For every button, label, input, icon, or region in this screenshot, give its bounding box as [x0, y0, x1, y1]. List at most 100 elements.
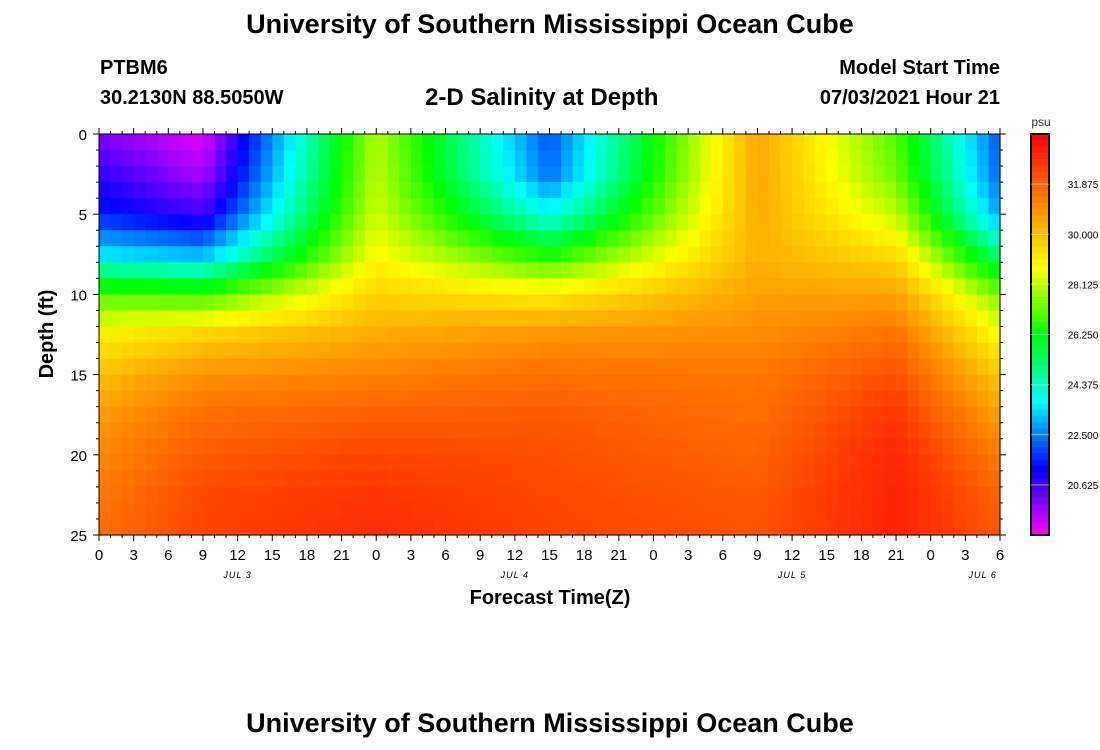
heatmap-cell	[780, 182, 793, 199]
heatmap-cell	[145, 438, 158, 456]
heatmap-cell	[665, 278, 678, 295]
heatmap-cell	[768, 230, 782, 247]
heatmap-cell	[988, 486, 1001, 504]
heatmap-cell	[226, 230, 239, 247]
heatmap-cell	[122, 358, 135, 376]
heatmap-cell	[526, 214, 539, 231]
colorbar-band	[1031, 253, 1049, 260]
heatmap-cell	[364, 134, 377, 151]
heatmap-cell	[191, 262, 204, 279]
heatmap-cell	[872, 134, 886, 151]
heatmap-cell	[942, 150, 955, 167]
heatmap-cell	[734, 198, 747, 215]
heatmap-cell	[965, 214, 978, 231]
heatmap-cell	[607, 358, 620, 376]
heatmap-cell	[283, 166, 296, 183]
heatmap-cell	[815, 326, 828, 344]
heatmap-cell	[445, 246, 458, 263]
heatmap-cell	[607, 374, 620, 392]
heatmap-cell	[237, 518, 250, 536]
heatmap-cell	[641, 486, 655, 504]
heatmap-cell	[387, 310, 400, 328]
heatmap-cell	[110, 390, 123, 408]
heatmap-cell	[133, 438, 146, 456]
heatmap-cell	[861, 294, 874, 312]
heatmap-cell	[965, 310, 978, 328]
heatmap-cell	[930, 182, 943, 199]
heatmap-cell	[618, 326, 631, 344]
heatmap-cell	[861, 134, 874, 151]
heatmap-cell	[145, 198, 158, 215]
heatmap-cell	[803, 310, 816, 328]
heatmap-cell	[976, 150, 990, 167]
heatmap-cell	[122, 214, 135, 231]
heatmap-cell	[757, 134, 770, 151]
heatmap-cell	[249, 374, 262, 392]
heatmap-cell	[676, 454, 689, 472]
heatmap-cell	[364, 422, 377, 440]
heatmap-cell	[618, 454, 631, 472]
heatmap-cell	[826, 486, 839, 504]
heatmap-cell	[745, 438, 759, 456]
heatmap-cell	[665, 262, 678, 279]
heatmap-cell	[607, 438, 620, 456]
heatmap-cell	[849, 518, 862, 536]
heatmap-cell	[849, 278, 862, 295]
heatmap-cell	[399, 406, 412, 424]
station-id: PTBM6	[100, 57, 168, 79]
heatmap-cell	[503, 166, 516, 183]
heatmap-cell	[260, 134, 273, 151]
heatmap-cell	[214, 518, 227, 536]
heatmap-cell	[618, 518, 631, 536]
heatmap-cell	[122, 438, 135, 456]
heatmap-cell	[168, 278, 181, 295]
heatmap-cell	[711, 502, 724, 520]
heatmap-cell	[988, 182, 1001, 199]
heatmap-cell	[572, 518, 585, 536]
heatmap-cell	[364, 198, 377, 215]
heatmap-cell	[884, 406, 897, 424]
heatmap-cell	[214, 310, 227, 328]
heatmap-cell	[988, 406, 1001, 424]
heatmap-cell	[930, 166, 943, 183]
heatmap-cell	[861, 390, 874, 408]
heatmap-cell	[942, 422, 955, 440]
heatmap-cell	[618, 342, 631, 360]
heatmap-cell	[480, 422, 493, 440]
heatmap-cell	[122, 182, 135, 199]
heatmap-cell	[376, 342, 389, 360]
heatmap-cell	[249, 198, 262, 215]
heatmap-cell	[318, 390, 331, 408]
heatmap-cell	[214, 262, 227, 279]
heatmap-cell	[630, 518, 643, 536]
heatmap-cell	[503, 182, 516, 199]
heatmap-cell	[641, 166, 655, 183]
heatmap-cell	[872, 342, 886, 360]
heatmap-cell	[861, 358, 874, 376]
heatmap-cell	[815, 358, 828, 376]
heatmap-cell	[988, 294, 1001, 312]
heatmap-cell	[872, 358, 886, 376]
heatmap-cell	[572, 198, 585, 215]
heatmap-cell	[549, 486, 562, 504]
heatmap-cell	[768, 294, 782, 312]
heatmap-cell	[283, 134, 296, 151]
heatmap-cell	[341, 358, 354, 376]
heatmap-cell	[145, 214, 158, 231]
heatmap-cell	[757, 342, 770, 360]
heatmap-cell	[688, 390, 701, 408]
heatmap-cell	[410, 310, 424, 328]
heatmap-cell	[168, 294, 181, 312]
heatmap-cell	[318, 278, 331, 295]
heatmap-cell	[480, 438, 493, 456]
heatmap-cell	[503, 198, 516, 215]
heatmap-cell	[676, 502, 689, 520]
heatmap-cell	[514, 390, 527, 408]
heatmap-cell	[768, 278, 782, 295]
heatmap-cell	[618, 438, 631, 456]
heatmap-cell	[226, 342, 239, 360]
heatmap-cell	[676, 246, 689, 263]
heatmap-cell	[745, 358, 759, 376]
colorbar-band	[1031, 365, 1049, 373]
heatmap-cell	[861, 406, 874, 424]
